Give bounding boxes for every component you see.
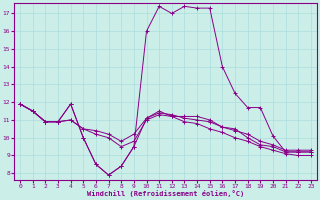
X-axis label: Windchill (Refroidissement éolien,°C): Windchill (Refroidissement éolien,°C) [87, 190, 244, 197]
